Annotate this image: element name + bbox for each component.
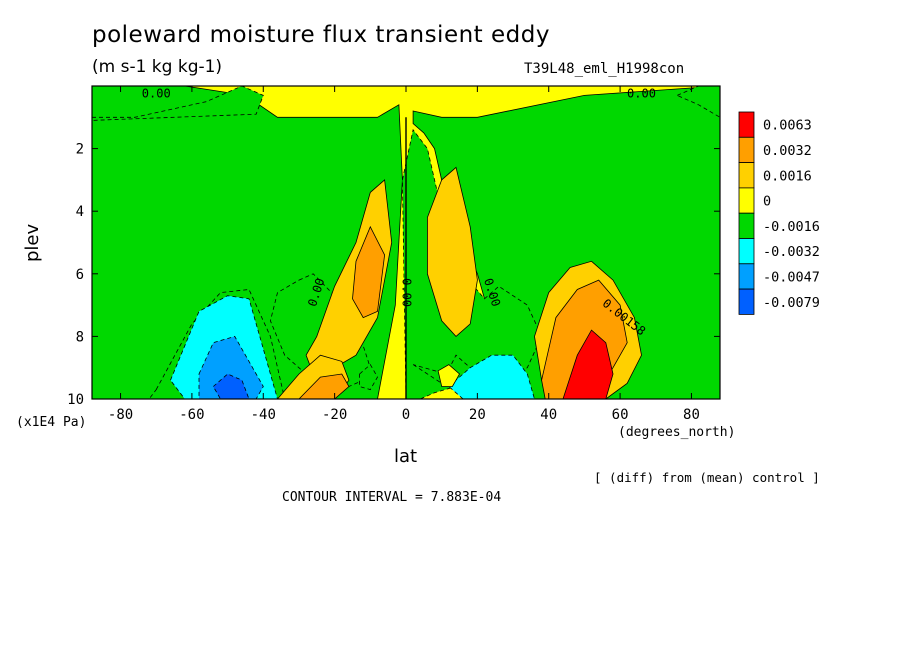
contour-region <box>359 363 378 391</box>
contour-region <box>676 86 720 118</box>
legend-swatch <box>738 187 755 214</box>
contour-region <box>198 335 264 399</box>
color-legend: 0.0063 0.0032 0.0016 0 -0.0016 -0.0032 -0.0047… <box>738 111 820 315</box>
legend-label: 0.0032 <box>763 143 812 159</box>
legend-swatch <box>738 238 755 265</box>
units-label: (m s-1 kg kg-1) <box>92 57 223 77</box>
contour-region <box>437 364 461 387</box>
x-tick-label: 20 <box>469 407 486 423</box>
y-tick-label: 4 <box>76 204 84 220</box>
x-tick-label: -40 <box>251 407 276 423</box>
legend-label: -0.0016 <box>763 219 820 235</box>
x-tick-label: 80 <box>683 407 700 423</box>
legend-label: -0.0047 <box>763 269 820 285</box>
y-axis-unit: (x1E4 Pa) <box>16 415 87 430</box>
contour-region <box>448 354 542 399</box>
filled-contours <box>92 86 720 399</box>
legend-swatch <box>738 162 755 189</box>
contour-interval: CONTOUR INTERVAL = 7.883E-04 <box>282 490 502 505</box>
contour-label: 0.00 <box>400 278 414 307</box>
chart-title: poleward moisture flux transient eddy <box>92 22 550 48</box>
x-tick-label: 0 <box>402 407 410 423</box>
contour-region <box>562 329 614 399</box>
y-tick-label: 10 <box>67 392 84 408</box>
contour-region <box>352 225 386 319</box>
legend-label: -0.0079 <box>763 295 820 311</box>
contour-region <box>412 86 720 399</box>
run-label: T39L48_eml_H1998con <box>524 61 685 77</box>
x-tick-label: -60 <box>179 407 204 423</box>
legend-label: 0.0063 <box>763 118 812 134</box>
y-axis: 2 4 6 8 10 <box>67 142 720 408</box>
legend-label: 0.0016 <box>763 168 812 184</box>
contour-label: 0.00 <box>142 87 171 101</box>
y-tick-label: 6 <box>76 267 84 283</box>
legend-swatch <box>738 288 755 315</box>
legend-swatch <box>738 136 755 164</box>
x-tick-label: -20 <box>322 407 347 423</box>
legend-swatch <box>738 111 755 138</box>
contour-region <box>426 166 478 337</box>
x-axis-unit: (degrees_north) <box>618 425 736 440</box>
contour-region <box>212 373 250 399</box>
x-tick-label: 40 <box>540 407 557 423</box>
legend-label: 0 <box>763 194 771 210</box>
contour-region <box>92 86 264 121</box>
x-tick-label: -80 <box>108 407 133 423</box>
y-tick-label: 2 <box>76 142 84 158</box>
x-tick-label: 60 <box>612 407 629 423</box>
diff-note: [ (diff) from (mean) control ] <box>594 470 820 485</box>
legend-swatch <box>738 212 755 239</box>
x-axis: -80 -60 -40 -20 0 20 40 60 80 <box>108 86 700 423</box>
legend-label: -0.0032 <box>763 244 820 260</box>
y-tick-label: 8 <box>76 329 84 345</box>
x-axis-label: lat <box>394 446 418 467</box>
contour-label: 0.00 <box>627 87 656 101</box>
contour-region <box>298 373 350 399</box>
legend-swatch <box>738 263 755 290</box>
